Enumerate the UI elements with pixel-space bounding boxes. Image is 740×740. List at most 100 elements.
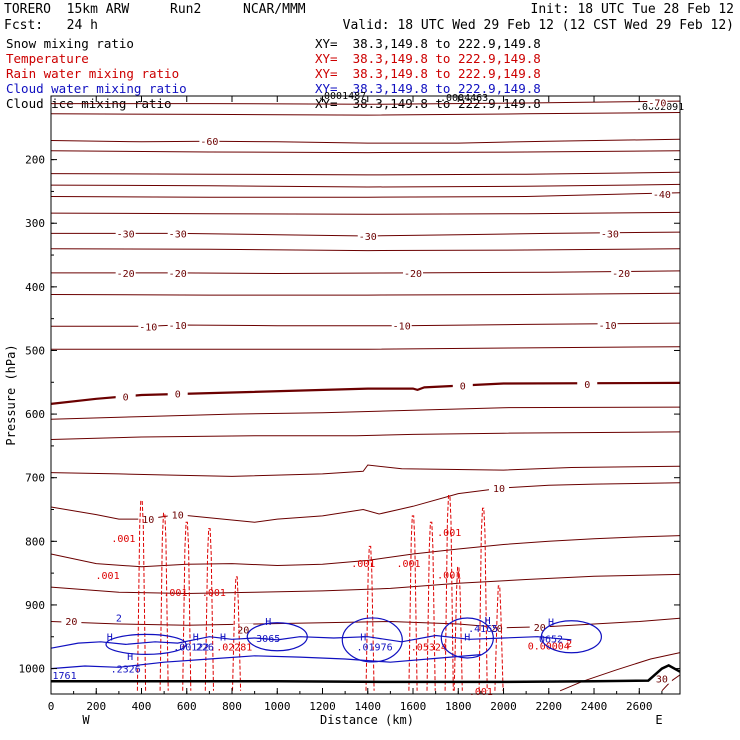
init-time: Init: 18 UTC Tue 28 Feb 12 — [530, 2, 735, 17]
temperature-contour — [50, 535, 681, 568]
contour-label-bg — [403, 266, 424, 278]
temperature-contour — [50, 292, 681, 296]
temperature-contour-label: 0 — [175, 390, 181, 401]
temperature-contour-label: -30 — [117, 229, 135, 240]
temperature-contour — [50, 211, 681, 215]
temperature-contour-label: 20 — [237, 626, 249, 637]
x-tick-label: 1600 — [400, 700, 427, 713]
temperature-contour-label: -60 — [200, 137, 218, 148]
contour-label-bg — [233, 623, 254, 635]
snow-max-label: .0002091 — [636, 102, 685, 113]
contour-label-bg — [167, 508, 188, 520]
legend-temperature: Temperature — [6, 51, 89, 66]
temperature-contour-label: 0 — [460, 381, 466, 392]
legend-rain: Rain water mixing ratio — [6, 66, 180, 81]
contour-label-bg — [357, 229, 378, 241]
plot-frame — [50, 95, 681, 695]
x-tick-label: 400 — [132, 700, 152, 713]
temperature-contour-label: -10 — [599, 321, 617, 332]
legend-cloud-water-xy: XY= 38.3,149.8 to 222.9,149.8 — [315, 81, 541, 96]
high-marker: H — [485, 616, 491, 627]
contour-label-bg — [115, 390, 136, 402]
contour-label-bg — [199, 135, 220, 147]
rain-contour — [426, 521, 436, 691]
rain-contour-label: .001 — [96, 571, 120, 582]
x-tick-label: 1200 — [309, 700, 336, 713]
rain-contour-label: .001 — [396, 559, 420, 570]
temperature-contour — [50, 617, 681, 629]
temperature-contour — [50, 482, 681, 523]
temperature-contour — [51, 346, 681, 350]
rain-contour-label: .001 — [111, 534, 135, 545]
x-tick-label: 200 — [86, 700, 106, 713]
high-marker: H — [464, 633, 470, 644]
rain-contour — [136, 500, 147, 691]
high-marker: H — [220, 633, 226, 644]
temperature-contour-label: -30 — [601, 229, 619, 240]
temperature-contour-label: -10 — [393, 322, 411, 333]
cloud-water-contour — [105, 633, 187, 655]
contour-label-bg — [167, 266, 188, 278]
temperature-contour-label: 10 — [493, 484, 505, 495]
temperature-contour-label: -30 — [359, 232, 377, 243]
rain-contour — [453, 566, 463, 691]
temperature-contour — [50, 192, 681, 198]
rain-contour — [204, 528, 214, 691]
contour-label-bg — [647, 96, 668, 108]
contour-label-bg — [599, 227, 620, 239]
rain-max-label: 2 — [566, 639, 572, 650]
temperature-contour — [51, 100, 681, 105]
contour-label-bg — [391, 319, 412, 331]
y-axis-title: Pressure (hPa) — [4, 344, 18, 445]
cloud-water-contour — [50, 634, 572, 649]
temperature-contour — [559, 652, 681, 692]
y-tick-label: 300 — [25, 217, 45, 230]
contour-label-bg — [577, 378, 598, 390]
temperature-contour — [50, 138, 681, 144]
rain-contour — [159, 512, 169, 691]
rain-contour-label: .001 — [437, 528, 461, 539]
rain-contour — [232, 576, 242, 691]
temperature-contour-label: 10 — [142, 515, 154, 526]
temperature-contour — [50, 112, 681, 116]
cloud-water-contour — [50, 654, 481, 670]
rain-contour-label: .001 — [351, 559, 375, 570]
y-tick-label: 900 — [25, 599, 45, 612]
legend-temperature-xy: XY= 38.3,149.8 to 222.9,149.8 — [315, 51, 541, 66]
temperature-contour-label: 0 — [123, 392, 129, 403]
y-tick-label: 200 — [25, 154, 45, 167]
west-label: W — [82, 713, 90, 727]
legend-snow-xy: XY= 38.3,149.8 to 222.9,149.8 — [315, 36, 541, 51]
x-tick-label: 2600 — [626, 700, 653, 713]
temperature-contour-label: -70 — [648, 98, 666, 109]
x-tick-label: 1800 — [445, 700, 472, 713]
x-tick-label: 600 — [177, 700, 197, 713]
model-title: TORERO 15km ARW — [4, 2, 130, 17]
contour-label-bg — [138, 320, 159, 332]
rain-contour-label: .001 — [437, 570, 461, 581]
temperature-contour — [50, 406, 681, 420]
temperature-contour-label: -40 — [653, 190, 671, 201]
contour-label-bg — [452, 379, 473, 391]
contour-label-bg — [167, 227, 188, 239]
rain-max-label: .05324 — [411, 642, 447, 653]
high-marker: H — [548, 617, 554, 628]
contour-label-bg — [597, 319, 618, 331]
cloud-water-contour — [540, 620, 602, 654]
contour-label-bg — [115, 266, 136, 278]
temperature-contour — [50, 171, 681, 176]
forecast-hour: Fcst: 24 h — [4, 18, 98, 33]
cloud-water-label: .01976 — [356, 642, 392, 653]
y-tick-label: 800 — [25, 535, 45, 548]
terrain-line — [51, 663, 681, 684]
temperature-contour-label: -10 — [169, 321, 187, 332]
rain-contour — [408, 515, 418, 691]
temperature-contour — [50, 431, 681, 440]
temperature-contour — [50, 183, 681, 188]
contour-label-bg — [138, 513, 159, 525]
temperature-contour — [50, 150, 681, 154]
cloud-water-label: 226 — [196, 642, 214, 653]
temperature-contour — [50, 248, 681, 252]
rain-contour — [494, 585, 504, 691]
y-tick-label: 500 — [25, 344, 45, 357]
